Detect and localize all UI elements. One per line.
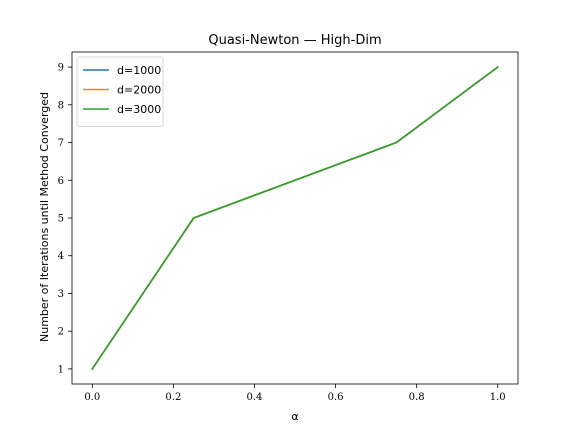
y-tick-label: 2: [58, 327, 64, 338]
y-tick-label: 4: [58, 251, 64, 262]
x-tick-label: 0.2: [165, 392, 181, 403]
y-tick-label: 9: [58, 63, 64, 74]
plot-area: [91, 65, 499, 371]
x-tick-label: 0.4: [247, 392, 263, 403]
legend-label: d=2000: [117, 84, 161, 97]
legend-label: d=3000: [117, 103, 161, 116]
legend-label: d=1000: [117, 64, 161, 77]
x-tick-label: 0.6: [328, 392, 344, 403]
x-tick-label: 0.0: [84, 392, 100, 403]
series-line-3: [91, 65, 499, 371]
chart-title: Quasi-Newton — High-Dim: [208, 33, 381, 48]
x-tick-label: 1.0: [490, 392, 506, 403]
legend: d=1000 d=2000 d=3000: [76, 56, 164, 127]
y-tick-label: 3: [58, 289, 64, 300]
y-tick-label: 8: [58, 100, 64, 111]
y-tick-label: 5: [58, 214, 64, 225]
x-axis: 0.0 0.2 0.4 0.6 0.8 1.0: [84, 384, 506, 403]
x-tick-label: 0.8: [409, 392, 425, 403]
x-axis-label: α: [291, 410, 298, 423]
y-tick-label: 6: [58, 176, 64, 187]
y-axis-label: Number of Iterations until Method Conver…: [38, 92, 51, 342]
y-tick-label: 1: [58, 364, 64, 375]
y-tick-label: 7: [58, 138, 64, 149]
y-axis: 1 2 3 4 5 6 7 8 9: [58, 63, 72, 375]
